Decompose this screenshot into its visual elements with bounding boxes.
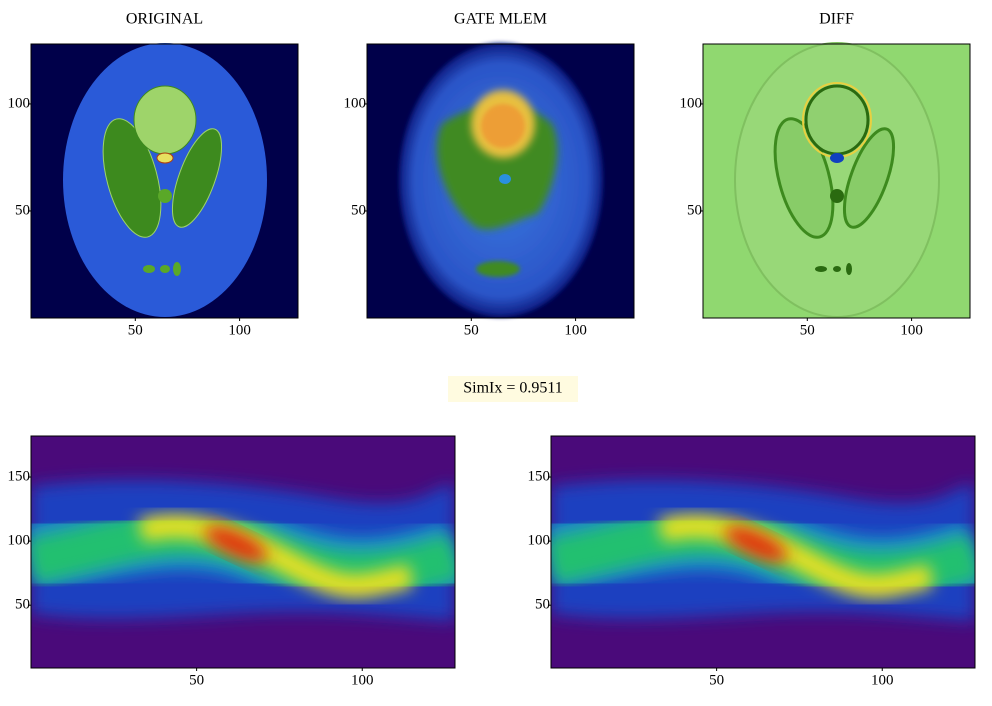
x-tick-label: 50	[800, 322, 815, 338]
x-tick-label: 100	[228, 322, 251, 338]
plot-frame	[550, 435, 976, 669]
panel-title: DIFF	[819, 11, 854, 28]
x-tick-label: 50	[189, 672, 204, 688]
annotation-box	[448, 376, 578, 402]
panel-title: ORIGINAL	[126, 11, 203, 28]
image-sinogram-1	[31, 436, 455, 668]
x-tick-label: 50	[709, 672, 724, 688]
annotation: SimIx = 0.9511	[463, 380, 563, 397]
image-mlem	[367, 43, 634, 318]
y-tick-label: 50	[687, 202, 702, 218]
plot-frame	[702, 43, 971, 319]
plot-frame	[366, 43, 635, 319]
y-tick-label: 150	[8, 468, 31, 484]
x-tick-label: 50	[464, 322, 479, 338]
x-tick-label: 100	[900, 322, 923, 338]
y-tick-label: 50	[535, 597, 550, 613]
y-tick-label: 100	[8, 95, 31, 111]
x-tick-label: 50	[128, 322, 143, 338]
y-tick-label: 100	[528, 533, 551, 549]
plot-frame	[30, 43, 299, 319]
x-tick-label: 100	[351, 672, 374, 688]
y-tick-label: 100	[8, 533, 31, 549]
y-tick-label: 100	[344, 95, 367, 111]
y-tick-label: 50	[15, 202, 30, 218]
y-tick-label: 100	[680, 95, 703, 111]
image-diff	[703, 42, 970, 318]
image-sinogram-2	[551, 436, 975, 668]
plot-frame	[30, 435, 456, 669]
image-original	[31, 43, 298, 318]
y-tick-label: 50	[351, 202, 366, 218]
x-tick-label: 100	[564, 322, 587, 338]
y-tick-label: 150	[528, 468, 551, 484]
panel-title: GATE MLEM	[454, 11, 547, 28]
x-tick-label: 100	[871, 672, 894, 688]
y-tick-label: 50	[15, 597, 30, 613]
